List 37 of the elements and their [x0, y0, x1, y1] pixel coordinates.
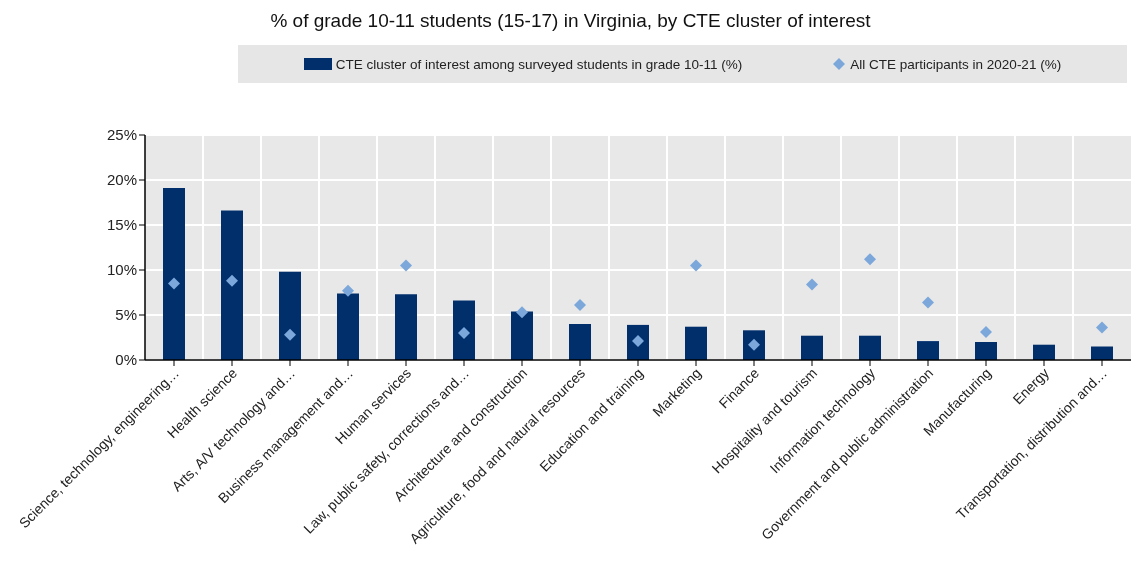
point	[168, 277, 180, 290]
y-tick-label: 25%	[106, 126, 137, 144]
y-tick-label: 0%	[115, 351, 137, 369]
bar	[685, 326, 707, 360]
bar	[801, 335, 823, 360]
point	[980, 326, 992, 339]
point	[226, 274, 238, 287]
y-tick-label: 10%	[106, 261, 137, 279]
chart-title: % of grade 10-11 students (15-17) in Virginia, by CTE cluster of interest	[269, 10, 872, 32]
y-tick-label: 15%	[106, 216, 137, 234]
legend-label: CTE cluster of interest among surveyed students in grade 10-11 (%)	[335, 56, 743, 72]
point	[806, 278, 818, 291]
legend-label: All CTE participants in 2020-21 (%)	[850, 56, 1062, 72]
bar	[1033, 344, 1055, 360]
bar	[569, 324, 591, 360]
point	[574, 299, 586, 312]
point	[864, 253, 876, 266]
point	[458, 327, 470, 339]
bar	[337, 293, 359, 360]
point	[516, 306, 528, 319]
bar	[279, 271, 301, 360]
bar	[221, 210, 243, 360]
y-tick-label: 20%	[106, 171, 137, 189]
bar	[859, 335, 881, 360]
bar	[163, 188, 185, 360]
bar	[975, 342, 997, 360]
bar	[917, 341, 939, 360]
bar	[395, 294, 417, 360]
point	[400, 259, 412, 272]
y-tick-label: 5%	[115, 306, 137, 324]
point	[342, 284, 354, 297]
bar	[511, 311, 533, 360]
point	[922, 296, 934, 309]
bar	[453, 300, 475, 360]
point	[284, 328, 296, 341]
point	[690, 259, 702, 272]
point	[1096, 321, 1108, 334]
